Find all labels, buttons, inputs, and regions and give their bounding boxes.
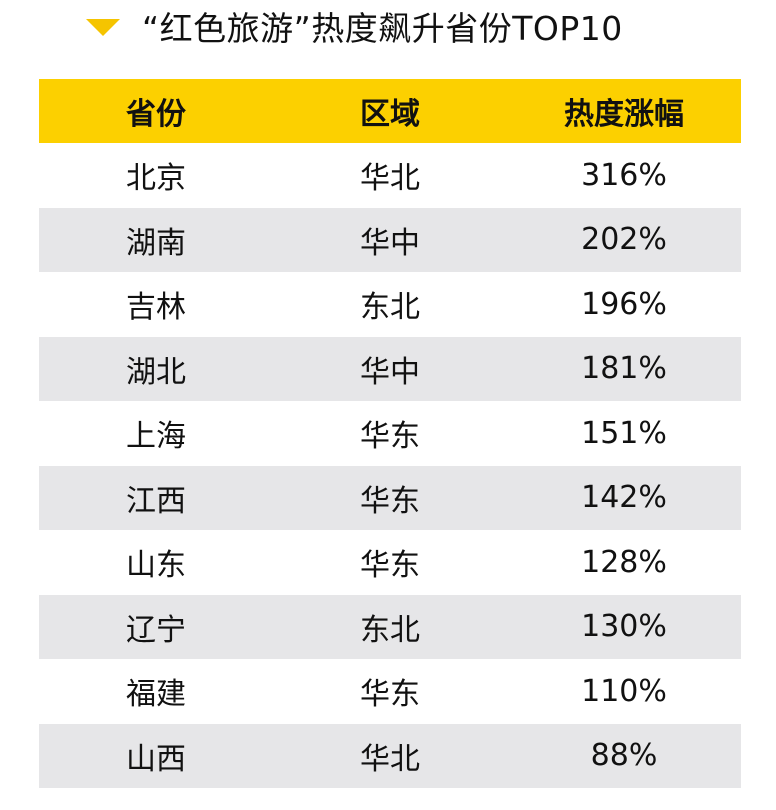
table-row: 山西 华北 88% [39,723,741,788]
triangle-down-icon [86,18,120,36]
cell-region: 华东 [360,548,420,584]
cell-growth: 142% [581,480,667,516]
table-header-row: 省份 区域 热度涨幅 [39,79,741,143]
cell-growth: 110% [581,673,667,709]
cell-province: 湖北 [126,354,186,390]
cell-region: 东北 [360,290,420,326]
cell-region: 华北 [360,741,420,777]
column-header-region: 区域 [360,97,420,132]
table-row: 湖北 华中 181% [39,336,741,401]
table-row: 上海 华东 151% [39,401,741,466]
cell-province: 湖南 [126,225,186,261]
table-row: 湖南 华中 202% [39,207,741,272]
column-header-growth: 热度涨幅 [564,97,684,132]
cell-province: 吉林 [126,290,186,326]
cell-region: 华北 [360,161,420,197]
cell-region: 华中 [360,354,420,390]
cell-growth: 316% [581,157,667,193]
cell-province: 辽宁 [126,612,186,648]
table-row: 北京 华北 316% [39,143,741,208]
cell-growth: 130% [581,609,667,645]
cell-growth: 202% [581,222,667,258]
chart-title-bar: “红色旅游”热度飙升省份TOP10 [86,6,623,48]
cell-region: 华中 [360,225,420,261]
cell-growth: 151% [581,415,667,451]
cell-growth: 88% [590,738,658,774]
ranking-table: 省份 区域 热度涨幅 北京 华北 316% 湖南 华中 202% 吉林 东北 196% 湖北 华中 1… [39,79,741,788]
cell-province: 福建 [126,677,186,713]
cell-region: 华东 [360,483,420,519]
cell-province: 山东 [126,548,186,584]
cell-province: 山西 [126,741,186,777]
column-header-province: 省份 [126,97,186,132]
table-body: 北京 华北 316% 湖南 华中 202% 吉林 东北 196% 湖北 华中 181% 上海 华东 151%… [39,143,741,788]
cell-growth: 196% [581,286,667,322]
cell-region: 华东 [360,677,420,713]
chart-title: “红色旅游”热度飙升省份TOP10 [142,9,623,48]
cell-province: 江西 [126,483,186,519]
cell-growth: 128% [581,544,667,580]
table-row: 吉林 东北 196% [39,272,741,337]
table-row: 山东 华东 128% [39,530,741,595]
cell-growth: 181% [581,351,667,387]
cell-province: 上海 [126,419,186,455]
table-row: 福建 华东 110% [39,659,741,724]
cell-province: 北京 [126,161,186,197]
cell-region: 华东 [360,419,420,455]
table-row: 江西 华东 142% [39,465,741,530]
cell-region: 东北 [360,612,420,648]
table-row: 辽宁 东北 130% [39,594,741,659]
